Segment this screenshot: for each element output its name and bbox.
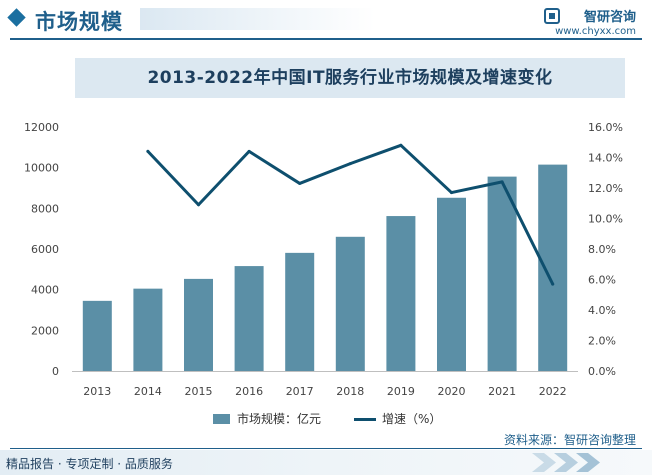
x-axis-tick-label: 2020 — [438, 385, 466, 398]
right-axis-tick-label: 10.0% — [588, 213, 623, 226]
footer-chevron-icon — [532, 453, 600, 472]
right-axis-tick-label: 16.0% — [588, 121, 623, 134]
x-axis-tick-label: 2022 — [539, 385, 567, 398]
legend-label-bar: 市场规模：亿元 — [237, 412, 322, 426]
x-axis-tick-label: 2013 — [83, 385, 111, 398]
bar — [234, 266, 264, 371]
bar — [538, 164, 568, 371]
growth-point — [247, 149, 251, 153]
brand: 智研咨询 www.chyxx.com — [506, 6, 636, 37]
left-axis-tick-label: 6000 — [31, 243, 59, 256]
footer-bar: 精品报告 · 专项定制 · 品质服务 — [0, 450, 652, 475]
header-band — [140, 8, 375, 30]
x-axis-tick-label: 2018 — [336, 385, 364, 398]
bar — [184, 278, 213, 371]
bar — [82, 300, 112, 371]
bar — [437, 197, 466, 371]
legend-swatch-bar — [213, 414, 230, 424]
chart-title: 2013-2022年中国IT服务行业市场规模及增速变化 — [147, 68, 553, 88]
legend: 市场规模：亿元 增速（%） — [0, 410, 652, 428]
left-axis-tick-label: 2000 — [31, 324, 59, 337]
bar — [386, 216, 416, 371]
x-axis-tick-label: 2017 — [286, 385, 314, 398]
growth-point — [551, 282, 555, 286]
left-axis-tick-label: 10000 — [24, 162, 59, 175]
growth-point — [348, 162, 352, 166]
x-axis-tick-label: 2021 — [488, 385, 516, 398]
bar — [335, 236, 365, 371]
right-axis-tick-label: 4.0% — [588, 304, 616, 317]
legend-label-line: 增速（%） — [382, 412, 442, 426]
growth-point — [500, 180, 504, 184]
x-axis-tick-label: 2019 — [387, 385, 415, 398]
legend-swatch-line — [354, 418, 376, 421]
growth-point — [298, 181, 302, 185]
chart-title-box: 2013-2022年中国IT服务行业市场规模及增速变化 — [75, 58, 625, 98]
header: 市场规模 智研咨询 www.chyxx.com — [0, 0, 652, 40]
bar — [133, 288, 163, 371]
bar — [487, 176, 517, 371]
x-axis-tick-label: 2016 — [235, 385, 263, 398]
bar — [285, 252, 315, 371]
right-axis-tick-label: 12.0% — [588, 182, 623, 195]
brand-logo-icon — [544, 8, 560, 24]
x-axis-tick-label: 2015 — [185, 385, 213, 398]
x-axis-tick-label: 2014 — [134, 385, 162, 398]
left-axis-tick-label: 8000 — [31, 202, 59, 215]
brand-url: www.chyxx.com — [555, 26, 636, 37]
header-divider — [10, 38, 642, 40]
right-axis-tick-label: 8.0% — [588, 243, 616, 256]
brand-name: 智研咨询 — [583, 10, 636, 25]
right-axis-tick-label: 2.0% — [588, 335, 616, 348]
section-title: 市场规模 — [35, 10, 123, 34]
footer-slogan: 精品报告 · 专项定制 · 品质服务 — [6, 457, 173, 471]
left-axis-tick-label: 12000 — [24, 121, 59, 134]
growth-point — [399, 143, 403, 147]
right-axis-tick-label: 0.0% — [588, 365, 616, 378]
growth-point — [197, 203, 200, 207]
footer-divider — [10, 448, 642, 449]
growth-point — [146, 149, 150, 153]
source-note: 资料来源：智研咨询整理 — [503, 433, 636, 447]
right-axis-tick-label: 14.0% — [588, 152, 623, 165]
right-axis-tick-label: 6.0% — [588, 274, 616, 287]
growth-point — [450, 191, 453, 195]
left-axis-tick-label: 0 — [52, 365, 59, 378]
left-axis-tick-label: 4000 — [31, 284, 59, 297]
